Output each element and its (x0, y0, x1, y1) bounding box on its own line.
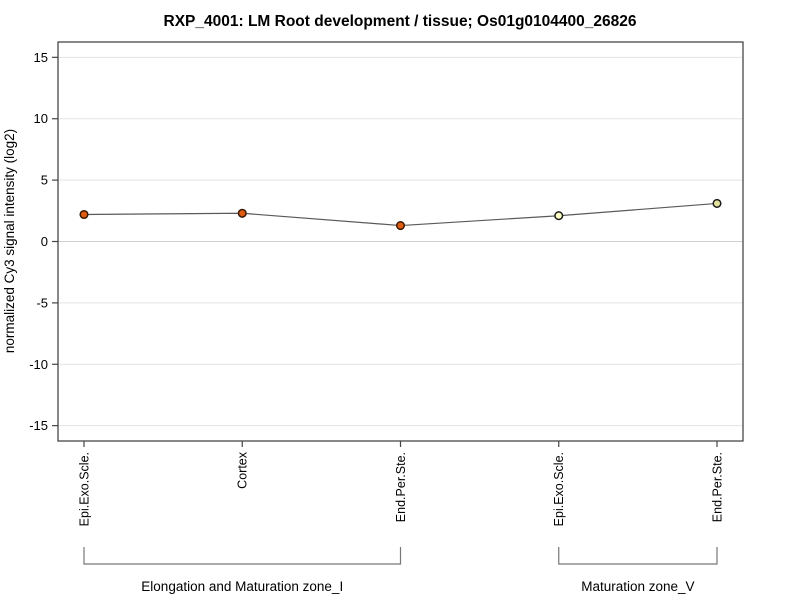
data-point (395, 220, 406, 231)
data-point (554, 211, 564, 221)
x-category-label: End.Per.Ste. (710, 452, 724, 522)
chart-title: RXP_4001: LM Root development / tissue; … (164, 13, 637, 30)
data-point (237, 208, 247, 218)
group-label: Maturation zone_V (581, 579, 694, 594)
x-category-label: Epi.Exo.Scle. (77, 452, 91, 526)
data-point (712, 198, 722, 208)
x-category-label: End.Per.Ste. (394, 452, 408, 522)
x-category-label: Epi.Exo.Scle. (552, 452, 566, 526)
x-category-label: Cortex (236, 451, 250, 489)
data-point (79, 209, 89, 220)
y-tick-label: 5 (41, 173, 48, 188)
y-tick-label: -5 (36, 295, 48, 310)
y-tick-label: 15 (34, 50, 48, 65)
group-bracket (83, 547, 402, 565)
chart-render-layer: 15 10 5 0 -5 -10 -15 Epi.Exo.Scle. Cortex End.Per… (29, 41, 744, 594)
group-label: Elongation and Maturation zone_I (141, 579, 343, 594)
y-tick-label: 10 (34, 111, 48, 126)
y-tick-label: 0 (41, 234, 48, 249)
y-axis-title: normalized Cy3 signal intensity (log2) (2, 129, 17, 353)
group-bracket (558, 547, 718, 565)
y-tick-label: -10 (29, 357, 48, 372)
y-tick-label: -15 (29, 418, 48, 433)
